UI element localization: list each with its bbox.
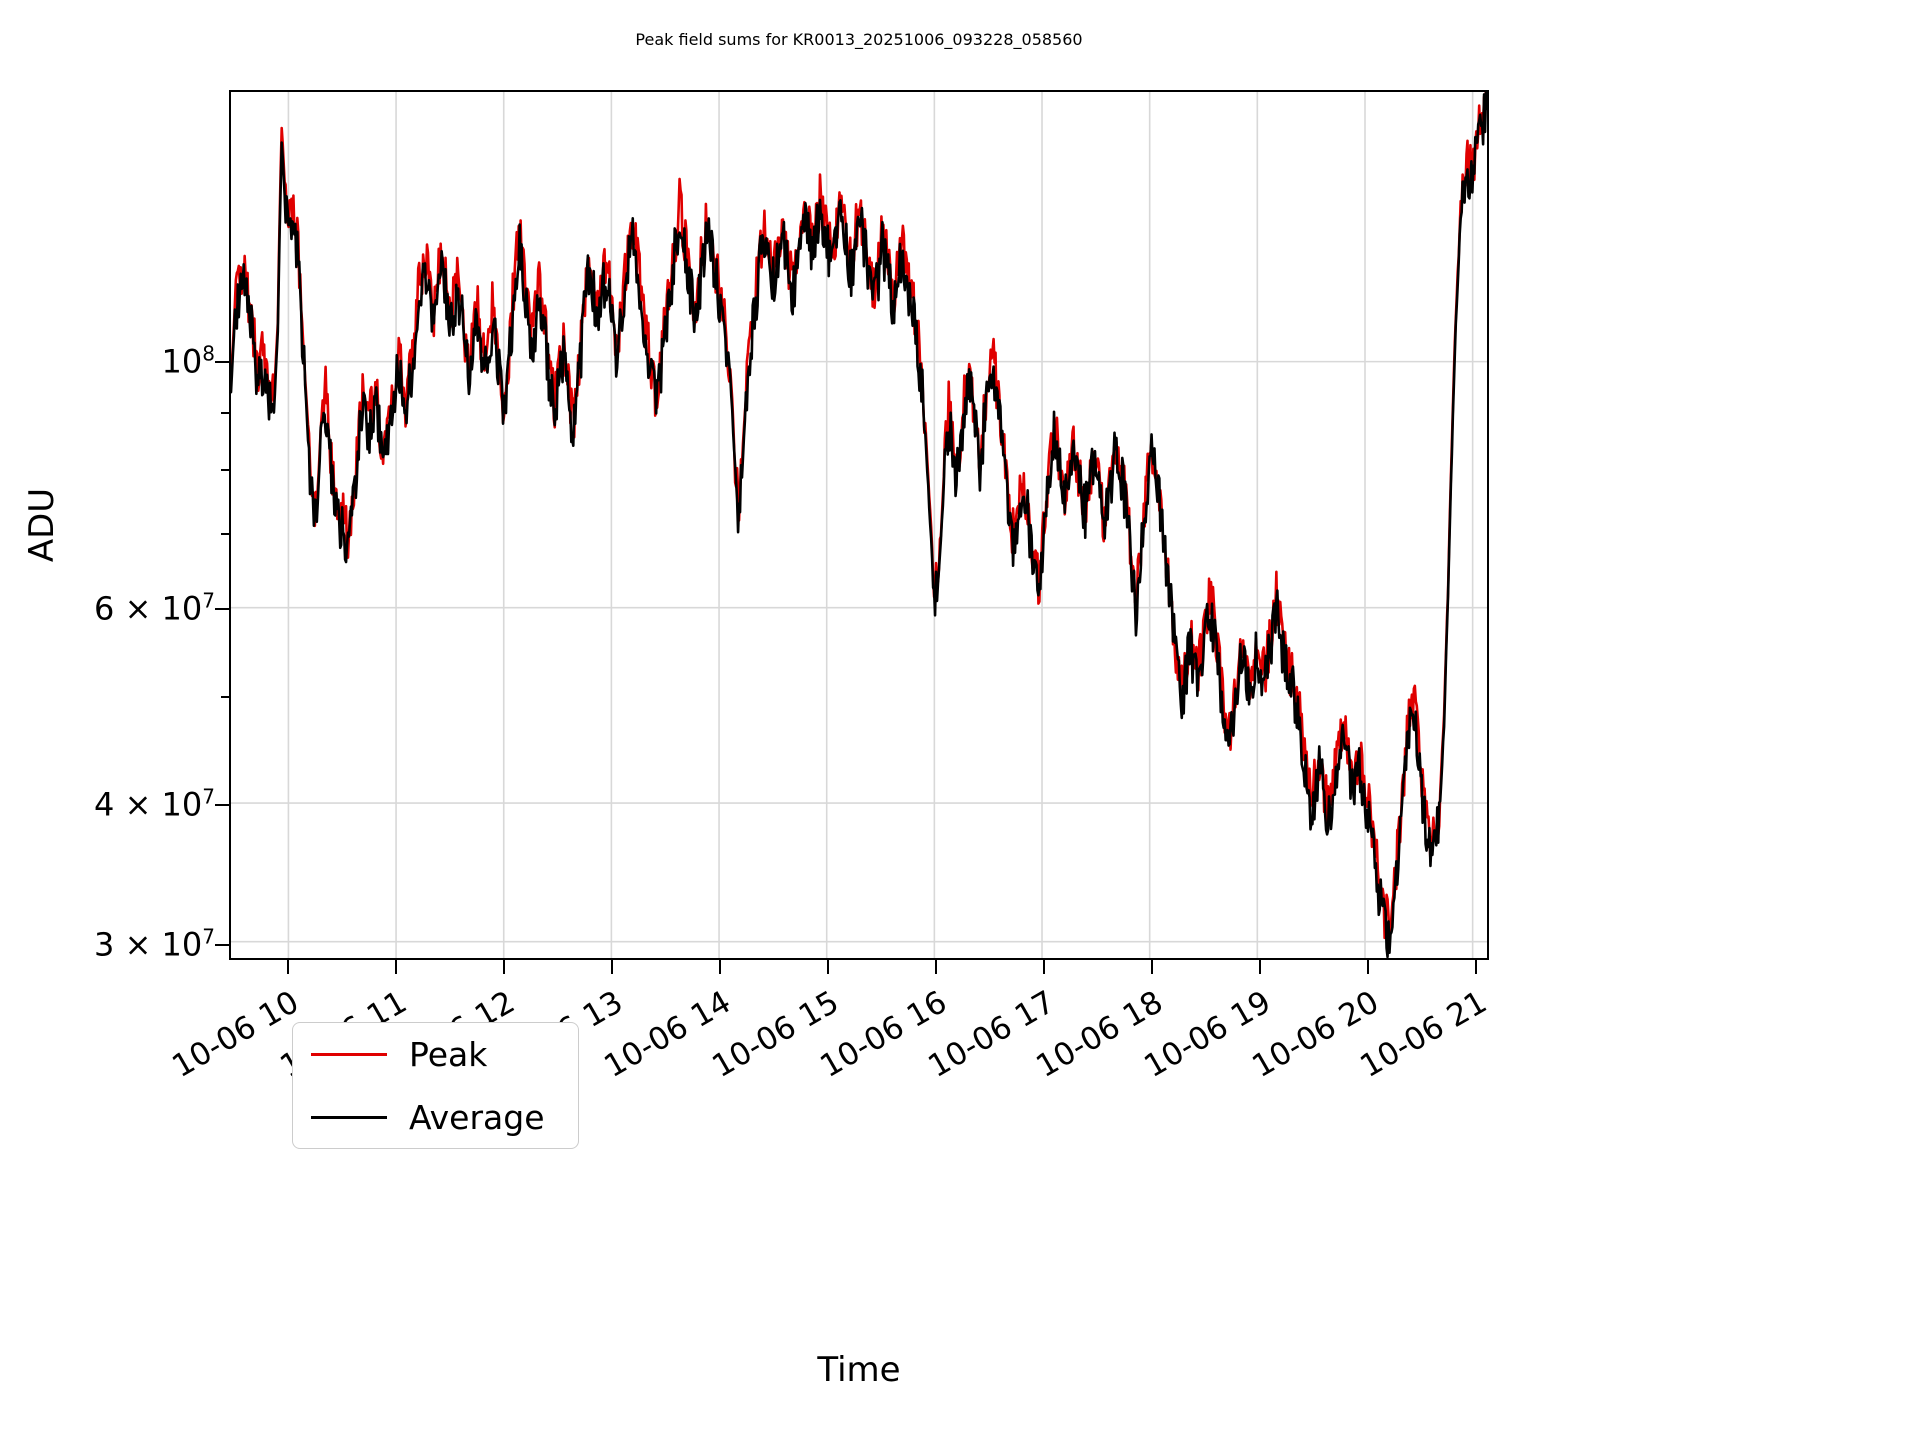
y-tick-mark-major xyxy=(215,608,229,611)
x-tick-mark xyxy=(1042,960,1045,974)
y-tick-mark-minor xyxy=(221,411,229,414)
x-tick-mark xyxy=(718,960,721,974)
chart-legend[interactable]: Peak Average xyxy=(292,1022,579,1149)
x-tick-mark xyxy=(286,960,289,974)
y-tick-mark-major xyxy=(215,943,229,946)
x-tick-mark xyxy=(934,960,937,974)
y-tick-label: 4 × 107 xyxy=(94,785,215,824)
y-axis-label: ADU xyxy=(22,487,62,563)
x-tick-mark xyxy=(394,960,397,974)
series-line-average xyxy=(231,92,1487,957)
gridlines xyxy=(231,92,1487,958)
legend-entry-average: Average xyxy=(293,1086,578,1149)
y-tick-mark-minor xyxy=(221,468,229,471)
x-tick-mark xyxy=(1474,960,1477,974)
legend-swatch-average-icon xyxy=(311,1116,387,1119)
y-tick-mark-minor xyxy=(221,696,229,699)
x-tick-mark xyxy=(1258,960,1261,974)
y-tick-label: 108 xyxy=(161,341,215,381)
x-tick-mark xyxy=(1150,960,1153,974)
page-title: Peak field sums for KR0013_20251006_0932… xyxy=(635,30,1083,49)
y-tick-label: 6 × 107 xyxy=(94,588,215,628)
x-tick-mark xyxy=(826,960,829,974)
y-tick-mark-major xyxy=(215,804,229,807)
legend-label-average: Average xyxy=(409,1098,545,1137)
y-tick-mark-major xyxy=(215,360,229,363)
plot-svg xyxy=(231,92,1487,958)
legend-swatch-peak-icon xyxy=(311,1053,387,1056)
legend-label-peak: Peak xyxy=(409,1035,488,1074)
x-tick-mark xyxy=(502,960,505,974)
x-axis-label: Time xyxy=(817,1350,901,1390)
legend-entry-peak: Peak xyxy=(293,1023,578,1086)
plot-area xyxy=(229,90,1489,960)
y-tick-mark-minor xyxy=(221,533,229,536)
x-tick-mark xyxy=(610,960,613,974)
y-tick-label: 3 × 107 xyxy=(94,924,215,963)
x-tick-mark xyxy=(1366,960,1369,974)
series-lines xyxy=(231,92,1487,957)
chart-title-wrapper: Peak field sums for KR0013_20251006_0932… xyxy=(229,30,1489,49)
